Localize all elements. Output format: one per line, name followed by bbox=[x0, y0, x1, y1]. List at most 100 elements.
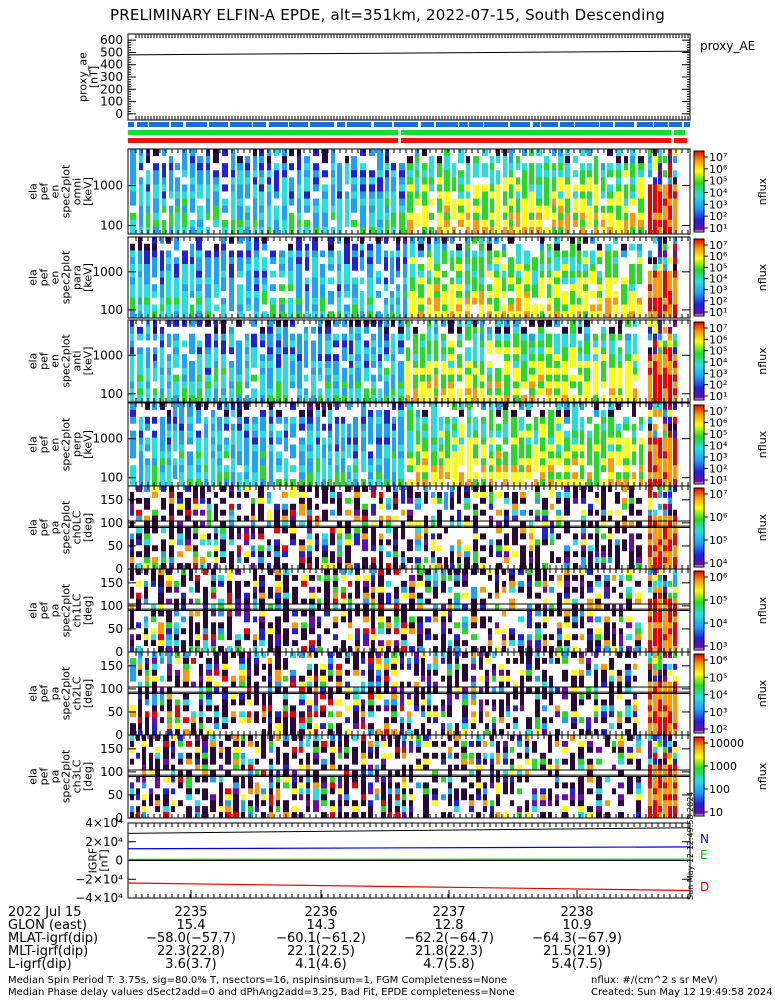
spectrogram-cell bbox=[595, 557, 599, 564]
spectrogram-cell bbox=[658, 539, 662, 546]
spectrogram-cell bbox=[573, 557, 578, 564]
spectrogram-cell bbox=[540, 444, 545, 452]
spectrogram-cell bbox=[625, 354, 631, 362]
spectrogram-cell bbox=[290, 326, 295, 335]
spectrogram-cell bbox=[362, 491, 368, 499]
spectrogram-cell bbox=[276, 395, 281, 403]
spectrogram-cell bbox=[144, 243, 150, 251]
spectrogram-cell bbox=[231, 444, 235, 452]
spectrogram-cell bbox=[616, 191, 621, 200]
spectrogram-cell bbox=[529, 347, 535, 355]
spectrogram-cell bbox=[222, 170, 228, 178]
spectrogram-cell bbox=[205, 297, 211, 305]
spectrogram-cell bbox=[237, 270, 243, 278]
spectrogram-cell bbox=[166, 592, 172, 600]
spectrogram-cell bbox=[668, 437, 672, 445]
spectrogram-cell bbox=[299, 545, 305, 552]
spectrogram-cell bbox=[658, 557, 662, 564]
spectrogram-cell bbox=[237, 533, 241, 540]
spectrogram-cell bbox=[512, 539, 518, 546]
spectrogram-cell bbox=[521, 333, 527, 341]
spectrogram-cell bbox=[376, 311, 381, 319]
spectrogram-cell bbox=[496, 170, 500, 178]
spectrogram-cell bbox=[221, 381, 226, 389]
spectrogram-cell bbox=[384, 243, 388, 251]
spectrogram-cell bbox=[516, 304, 521, 312]
spectrogram-cell bbox=[279, 257, 285, 265]
spectrogram-cell bbox=[473, 388, 477, 396]
spectrogram-cell bbox=[464, 527, 470, 534]
spectrogram-cell bbox=[322, 205, 328, 214]
spectrogram-cell bbox=[416, 409, 420, 418]
status-bar-segment bbox=[186, 122, 207, 127]
spectrogram-cell bbox=[173, 423, 177, 432]
spectrogram-cell bbox=[529, 551, 533, 558]
spectrogram-cell bbox=[441, 347, 446, 355]
spectrogram-cell bbox=[570, 237, 575, 245]
spectrogram-cell bbox=[222, 184, 228, 192]
spectrogram-cell bbox=[384, 297, 388, 305]
spectrogram-cell bbox=[439, 479, 443, 487]
spectrogram-cell bbox=[482, 212, 488, 221]
spectrogram-cell bbox=[648, 304, 652, 312]
spectrogram-cell bbox=[624, 198, 628, 207]
spectrogram-cell bbox=[450, 264, 454, 272]
spectrogram-cell bbox=[473, 479, 478, 487]
spectrogram-cell bbox=[607, 205, 613, 214]
spectrogram-cell bbox=[393, 551, 398, 558]
spectrogram-cell bbox=[429, 156, 434, 164]
spectrogram-cell bbox=[648, 347, 652, 355]
spectrogram-cell bbox=[187, 423, 193, 432]
spectrogram-cell bbox=[307, 497, 312, 505]
spectrogram-cell bbox=[663, 521, 667, 528]
spectrogram-cell bbox=[354, 491, 360, 499]
spectrogram-cell bbox=[467, 403, 471, 411]
spectrogram-cell bbox=[153, 395, 157, 403]
spectrogram-cell bbox=[144, 503, 150, 511]
spectrogram-cell bbox=[214, 381, 218, 389]
spectrogram-cell bbox=[260, 374, 265, 382]
spectrogram-cell bbox=[197, 388, 202, 396]
spectrogram-cells bbox=[130, 237, 677, 319]
spectrogram-cell bbox=[509, 226, 513, 235]
spectrogram-cell bbox=[415, 557, 421, 564]
spectrogram-cell bbox=[577, 304, 581, 312]
spectrogram-cell bbox=[251, 521, 255, 528]
spectrogram-cell bbox=[609, 395, 615, 403]
spectrogram-cell bbox=[597, 257, 602, 265]
spectrogram-cell bbox=[487, 291, 492, 299]
spectrogram-cell bbox=[565, 184, 570, 192]
spectrogram-cell bbox=[317, 604, 321, 611]
spectrogram-cell bbox=[296, 284, 302, 292]
spectrogram-cell bbox=[267, 191, 271, 200]
spectrogram-cell bbox=[322, 503, 328, 511]
spectrogram-cell bbox=[534, 437, 538, 445]
spectrogram-cell bbox=[623, 472, 629, 480]
spectrogram-cell bbox=[190, 219, 195, 228]
spectrogram-cell bbox=[237, 191, 243, 200]
spectrogram-cell bbox=[200, 557, 205, 564]
spectrogram-cell bbox=[354, 527, 360, 534]
spectrogram-cell bbox=[616, 479, 621, 487]
spectrogram-cell bbox=[185, 515, 191, 523]
spectrogram-cell bbox=[315, 486, 319, 493]
spectrogram-cell bbox=[185, 533, 191, 540]
spectrogram-cell bbox=[490, 177, 494, 185]
spectrogram-cell bbox=[653, 557, 657, 564]
spectrogram-cell bbox=[259, 580, 265, 588]
spectrogram-cell bbox=[379, 497, 383, 505]
spectrogram-cell bbox=[480, 354, 484, 362]
spectrogram-cell bbox=[577, 291, 581, 299]
spectrogram-cell bbox=[152, 465, 157, 473]
spectrogram-cell bbox=[182, 250, 188, 258]
spectrogram-cell bbox=[362, 527, 368, 534]
spectrogram-cell bbox=[139, 437, 143, 445]
spectrogram-cell bbox=[193, 557, 198, 564]
spectrogram-cell bbox=[386, 515, 391, 523]
spectrogram-cell bbox=[204, 458, 208, 466]
spectrogram-cell bbox=[204, 423, 208, 432]
spectrogram-cell bbox=[496, 491, 502, 499]
spectrogram-cell bbox=[594, 451, 599, 459]
spectrogram-cell bbox=[465, 264, 470, 272]
spectrogram-cell bbox=[187, 416, 193, 425]
